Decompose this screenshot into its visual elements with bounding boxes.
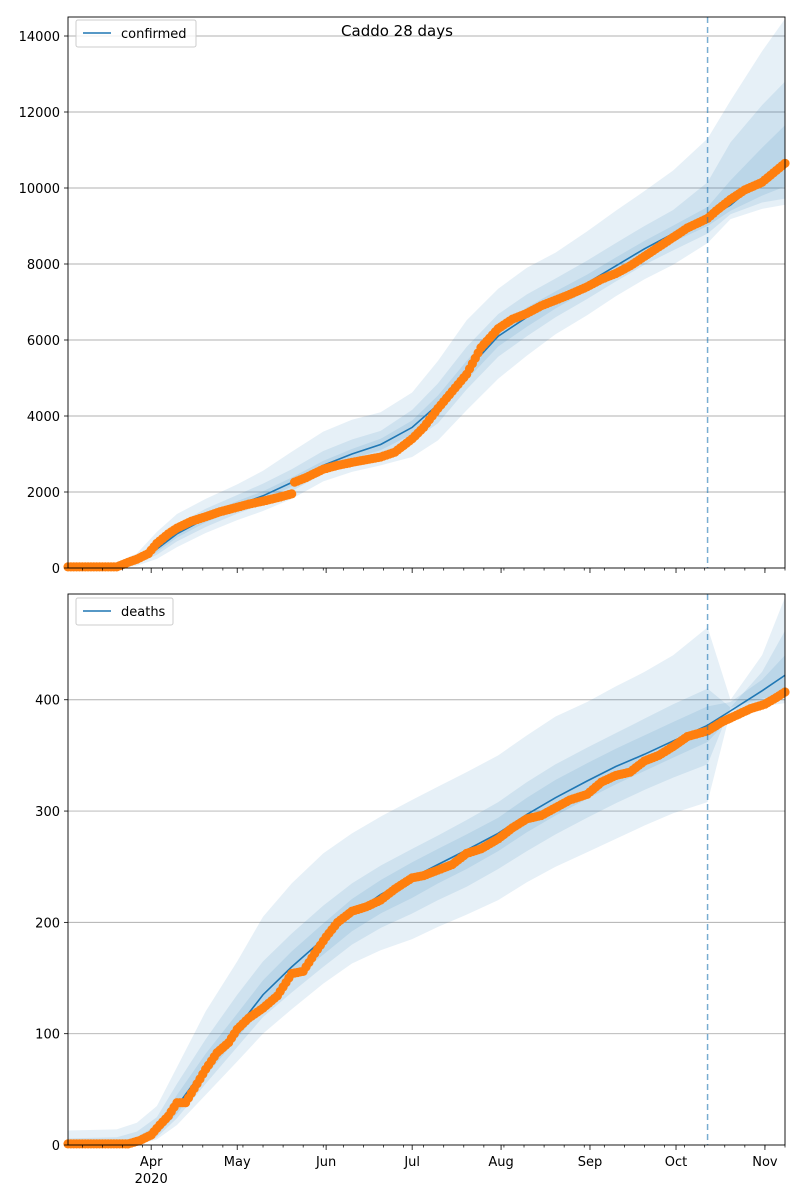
- deaths-x-tick-label: Jun: [315, 1155, 336, 1170]
- confirmed-legend-label: confirmed: [121, 27, 187, 42]
- deaths-x-tick-label: Oct: [665, 1155, 687, 1170]
- deaths-y-ticks: 0 100 200 300 400: [35, 694, 68, 1154]
- deaths-legend-box: [75, 597, 174, 626]
- confirmed-gridlines: [68, 35, 785, 493]
- deaths-x-tick-label: Apr: [140, 1155, 163, 1170]
- deaths-panel: 0 100 200 300 400 Apr 2020 May Jun Jul Aug Sep Oct N…: [35, 593, 790, 1187]
- deaths-y-tick-label: 300: [35, 805, 60, 820]
- confirmed-y-tick-label: 6000: [27, 334, 60, 349]
- deaths-y-tick-label: 100: [35, 1028, 60, 1043]
- confirmed-y-tick-label: 0: [52, 562, 60, 577]
- confirmed-y-tick-label: 12000: [19, 106, 60, 121]
- confirmed-panel: 0 2000 4000 6000 8000 10000 12000 14000 confirm…: [19, 16, 790, 577]
- confirmed-axes: [67, 16, 786, 569]
- deaths-legend-label: deaths: [121, 605, 166, 620]
- confirmed-y-ticks: 0 2000 4000 6000 8000 10000 12000 14000: [19, 30, 68, 577]
- deaths-axes-frame: [67, 593, 786, 1146]
- deaths-legend: deaths: [75, 597, 174, 626]
- deaths-x-tick-label: Nov: [752, 1155, 778, 1170]
- deaths-x-tick-label: Sep: [578, 1155, 603, 1170]
- deaths-axes: [67, 593, 786, 1146]
- confirmed-y-tick-label: 8000: [27, 258, 60, 273]
- deaths-y-tick-label: 400: [35, 694, 60, 709]
- chart-title: Caddo 28 days: [341, 22, 453, 40]
- confirmed-y-tick-label: 2000: [27, 486, 60, 501]
- confirmed-observed-points: [63, 158, 790, 572]
- confirmed-x-ticks: [81, 568, 786, 573]
- deaths-y-tick-label: 0: [52, 1139, 60, 1154]
- confirmed-axes-frame: [67, 16, 786, 569]
- deaths-observed-points: [63, 687, 790, 1149]
- confirmed-y-tick-label: 10000: [19, 182, 60, 197]
- deaths-x-ticks: Apr 2020 May Jun Jul Aug Sep Oct Nov: [81, 1145, 786, 1187]
- confirmed-y-tick-label: 4000: [27, 410, 60, 425]
- confirmed-observed-point: [287, 489, 297, 499]
- deaths-gridlines: [68, 699, 785, 1035]
- deaths-x-tick-label: May: [224, 1155, 251, 1170]
- deaths-x-tick-year: 2020: [135, 1172, 168, 1187]
- deaths-y-tick-label: 200: [35, 916, 60, 931]
- confirmed-legend-box: [75, 19, 197, 48]
- confirmed-legend: confirmed: [75, 19, 197, 48]
- confirmed-y-tick-label: 14000: [19, 30, 60, 45]
- deaths-x-tick-label: Jul: [403, 1155, 420, 1170]
- deaths-x-tick-label: Aug: [488, 1155, 513, 1170]
